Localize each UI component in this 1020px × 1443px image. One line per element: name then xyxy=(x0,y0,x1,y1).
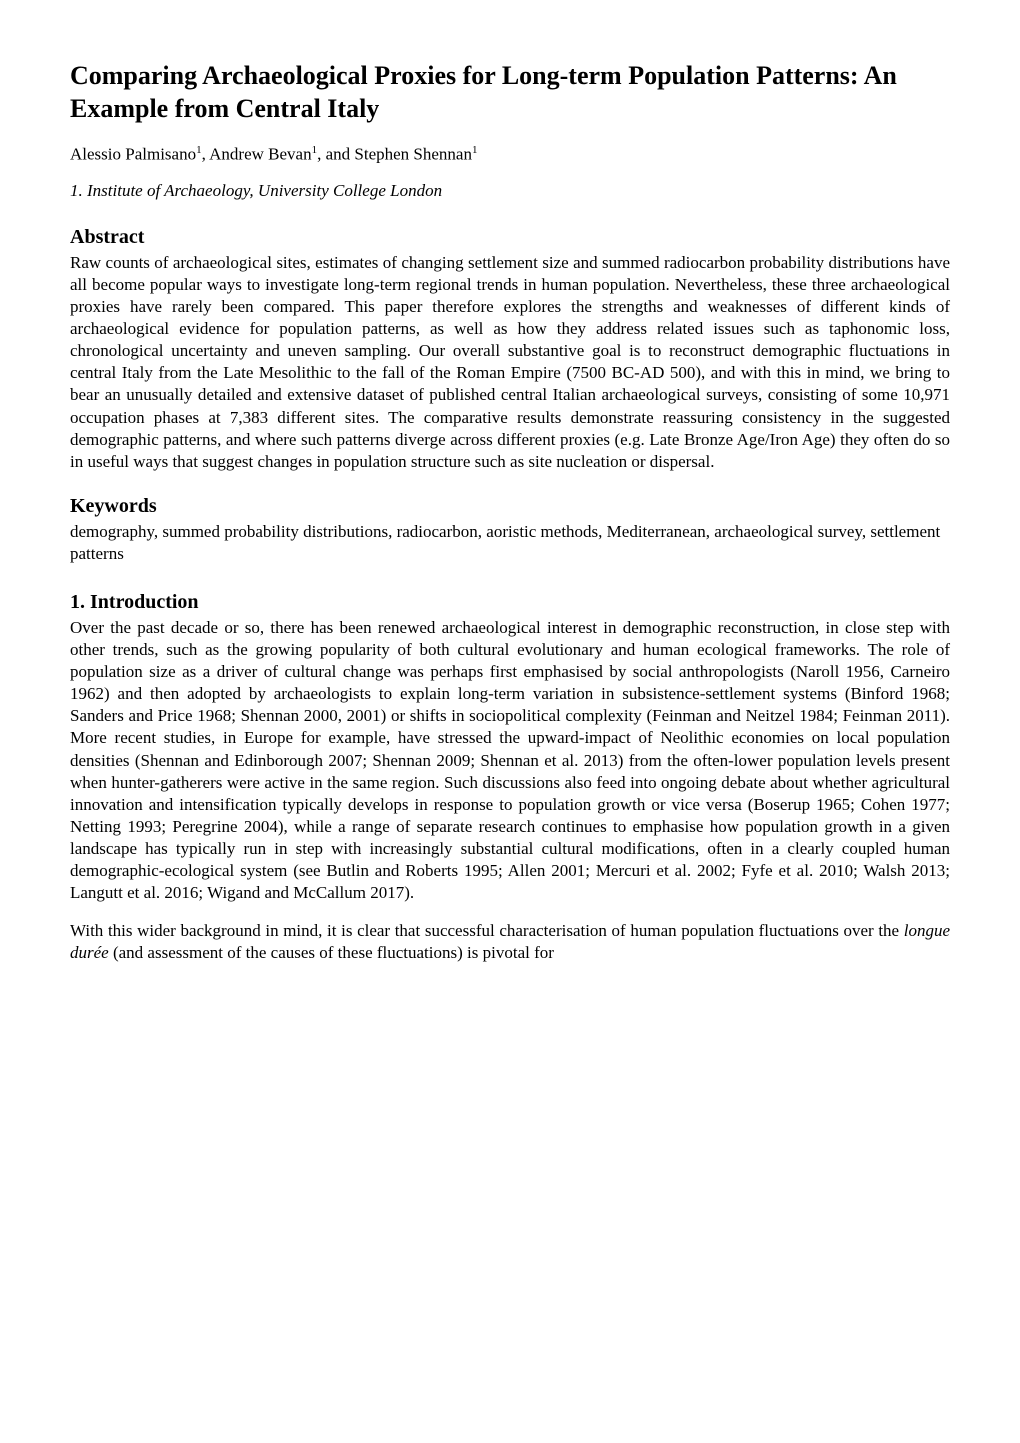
abstract-heading: Abstract xyxy=(70,224,950,250)
abstract-text: Raw counts of archaeological sites, esti… xyxy=(70,252,950,473)
keywords-heading: Keywords xyxy=(70,493,950,519)
author-list: Alessio Palmisano1, Andrew Bevan1, and S… xyxy=(70,143,950,166)
introduction-heading: 1. Introduction xyxy=(70,589,950,615)
affiliation: 1. Institute of Archaeology, University … xyxy=(70,180,950,202)
keywords-text: demography, summed probability distribut… xyxy=(70,521,950,565)
paper-title: Comparing Archaeological Proxies for Lon… xyxy=(70,60,950,125)
intro-paragraph-1: Over the past decade or so, there has be… xyxy=(70,617,950,904)
intro-paragraph-2: With this wider background in mind, it i… xyxy=(70,920,950,964)
